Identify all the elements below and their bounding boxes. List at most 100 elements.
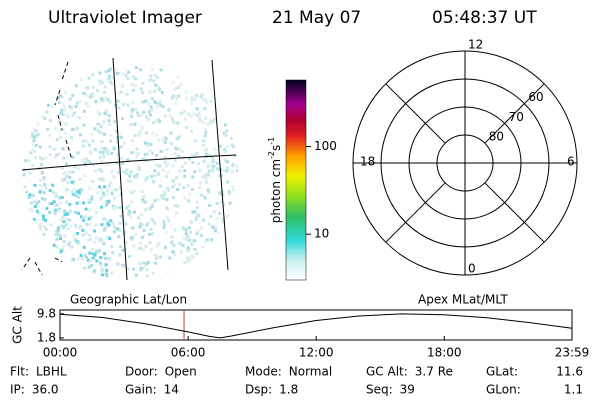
speckle: [191, 161, 195, 164]
speckle: [198, 186, 202, 189]
speckle: [43, 225, 46, 228]
speckle: [193, 247, 197, 251]
speckle: [131, 235, 135, 239]
speckle: [204, 116, 208, 120]
speckle: [171, 185, 175, 189]
speckle: [152, 121, 156, 125]
speckle: [86, 258, 90, 262]
speckle: [160, 194, 164, 198]
speckle: [92, 269, 96, 273]
speckle: [100, 123, 104, 127]
speckle: [178, 147, 182, 151]
speckle: [82, 123, 86, 127]
speckle: [187, 112, 191, 116]
speckle: [126, 103, 130, 107]
speckle: [101, 98, 105, 102]
speckle: [37, 211, 41, 215]
speckle: [25, 190, 29, 194]
speckle: [148, 149, 152, 152]
speckle: [74, 224, 77, 228]
speckle: [186, 184, 190, 188]
status-label: Dsp:: [245, 383, 272, 397]
speckle: [190, 188, 194, 191]
speckle: [164, 192, 167, 196]
colorbar-tick-label: 10: [314, 227, 329, 241]
speckle: [93, 240, 97, 244]
speckle: [236, 169, 238, 173]
speckle: [87, 217, 91, 221]
speckle: [58, 201, 62, 205]
x-tick-label: 06:00: [171, 346, 206, 360]
speckle: [96, 110, 100, 114]
speckle: [84, 157, 88, 161]
speckle: [222, 168, 226, 172]
speckle: [103, 132, 106, 136]
speckle: [120, 84, 124, 88]
speckle: [195, 107, 199, 111]
speckle: [28, 193, 32, 197]
speckle: [163, 223, 167, 227]
speckle: [186, 256, 189, 260]
speckle: [91, 94, 95, 98]
speckle: [32, 218, 36, 222]
speckle: [133, 174, 137, 178]
speckle: [82, 218, 86, 222]
speckle: [145, 159, 149, 163]
speckle: [76, 101, 79, 105]
speckle: [195, 200, 199, 204]
speckle: [225, 129, 229, 133]
status-value: 1.1: [564, 383, 583, 397]
speckle: [23, 185, 27, 189]
speckle: [226, 180, 229, 184]
speckle: [176, 188, 180, 191]
speckle: [104, 263, 108, 267]
speckle: [37, 200, 41, 204]
speckle: [90, 132, 94, 136]
speckle: [202, 218, 206, 222]
speckle: [145, 115, 149, 119]
speckle: [153, 89, 157, 93]
speckle: [30, 193, 34, 197]
speckle: [128, 255, 132, 258]
speckle: [195, 252, 199, 256]
speckle: [79, 215, 83, 219]
speckle: [176, 147, 180, 151]
speckle: [142, 200, 146, 204]
speckle: [93, 229, 97, 233]
status-value: 11.6: [556, 365, 583, 379]
speckle: [130, 226, 134, 230]
speckle: [218, 144, 222, 148]
speckle: [210, 99, 213, 103]
speckle: [170, 240, 174, 244]
speckle: [100, 205, 103, 209]
speckle: [46, 128, 50, 131]
meridian: [211, 59, 229, 271]
speckle: [177, 86, 181, 90]
speckle: [204, 176, 208, 180]
speckle: [166, 162, 170, 166]
speckle: [126, 158, 130, 162]
speckle: [59, 112, 63, 115]
speckle: [141, 91, 144, 95]
speckle: [153, 100, 157, 104]
speckle: [66, 181, 70, 185]
speckle: [65, 162, 68, 166]
speckle: [159, 68, 163, 72]
speckle: [52, 243, 56, 247]
speckle: [93, 253, 97, 257]
speckle: [41, 197, 45, 201]
speckle: [181, 226, 185, 230]
left-label: Geographic Lat/Lon: [70, 293, 187, 307]
speckle: [204, 180, 208, 184]
speckle: [65, 223, 68, 227]
speckle: [125, 206, 129, 210]
speckle: [204, 148, 208, 152]
coastline: [21, 61, 73, 276]
x-tick-label: 18:00: [427, 346, 462, 360]
speckle: [24, 159, 28, 163]
speckle: [201, 194, 205, 197]
speckle: [57, 119, 61, 122]
speckle: [146, 102, 150, 106]
speckle: [149, 105, 153, 109]
speckle: [184, 126, 188, 130]
